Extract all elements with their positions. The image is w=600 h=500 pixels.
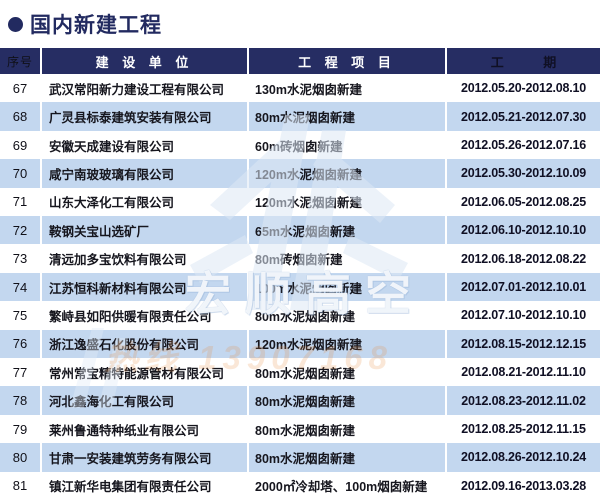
project-name: 120m水泥烟囱新建 <box>249 329 445 359</box>
page-title: 国内新建工程 <box>30 14 162 37</box>
project-period: 2012.06.18-2012.08.22 <box>460 251 587 266</box>
project-period: 2012.05.20-2012.08.10 <box>460 81 587 96</box>
table-row: 75 繁峙县如阳供暖有限责任公司 80m水泥烟囱新建 2012.07.10-20… <box>0 301 600 330</box>
project-period: 2012.08.23-2012.11.02 <box>447 386 600 415</box>
col-header-no: 序号 <box>0 48 40 74</box>
project-name: 80m水泥烟囱新建 <box>249 102 445 131</box>
row-number: 76 <box>0 329 40 359</box>
project-period: 2012.08.26-2012.10.24 <box>447 443 600 472</box>
row-number: 71 <box>12 194 28 210</box>
table-row: 70 咸宁南玻玻璃有限公司 120m水泥烟囱新建 2012.05.30-2012… <box>0 159 600 188</box>
company-name: 莱州鲁通特种纸业有限公司 <box>49 423 200 438</box>
company-name: 镇江新华电集团有限责任公司 <box>49 480 212 495</box>
col-header-period: 工 期 <box>447 48 600 74</box>
project-period: 2012.07.01-2012.10.01 <box>447 272 600 302</box>
project-period: 2012.08.21-2012.11.10 <box>461 365 586 380</box>
row-number: 69 <box>12 137 28 153</box>
table-row: 74 江苏恒科新材料有限公司 100m水泥烟囱新建 2012.07.01-201… <box>0 272 600 302</box>
company-name: 武汉常阳新力建设工程有限公司 <box>49 82 225 97</box>
table-row: 81 镇江新华电集团有限责任公司 2000㎡冷却塔、100m烟囱新建 2012.… <box>0 471 600 500</box>
table-row: 69 安徽天成建设有限公司 60m砖烟囱新建 2012.05.26-2012.0… <box>0 130 600 160</box>
row-number: 81 <box>12 478 28 494</box>
project-period: 2012.06.10-2012.10.10 <box>447 216 600 245</box>
row-number: 79 <box>12 421 28 437</box>
row-number: 72 <box>0 216 40 245</box>
company-name: 鞍钢关宝山选矿厂 <box>42 216 247 245</box>
company-name: 浙江逸盛石化股份有限公司 <box>42 329 247 359</box>
project-name: 60m砖烟囱新建 <box>255 139 343 154</box>
project-period: 2012.05.30-2012.10.09 <box>447 159 600 188</box>
table-row: 79 莱州鲁通特种纸业有限公司 80m水泥烟囱新建 2012.08.25-201… <box>0 414 600 444</box>
project-name: 80m水泥烟囱新建 <box>249 386 445 415</box>
project-name: 80m水泥烟囱新建 <box>255 366 356 381</box>
row-number: 80 <box>0 443 40 472</box>
col-header-project: 工 程 项 目 <box>249 48 445 74</box>
table-row: 80 甘肃一安装建筑劳务有限公司 80m水泥烟囱新建 2012.08.26-20… <box>0 443 600 472</box>
table-row: 67 武汉常阳新力建设工程有限公司 130m水泥烟囱新建 2012.05.20-… <box>0 74 600 103</box>
table-row: 78 河北鑫海化工有限公司 80m水泥烟囱新建 2012.08.23-2012.… <box>0 386 600 415</box>
company-name: 清远加多宝饮料有限公司 <box>49 253 187 268</box>
company-name: 繁峙县如阳供暖有限责任公司 <box>49 309 212 324</box>
project-name: 80m砖烟囱新建 <box>255 253 343 268</box>
title-bar: 国内新建工程 <box>0 0 600 48</box>
row-number: 78 <box>0 386 40 415</box>
bullet-icon <box>8 16 23 32</box>
project-name: 120m水泥烟囱新建 <box>249 159 445 188</box>
row-number: 73 <box>12 251 28 267</box>
row-number: 67 <box>12 80 28 96</box>
table-row: 76 浙江逸盛石化股份有限公司 120m水泥烟囱新建 2012.08.15-20… <box>0 329 600 359</box>
project-name: 120m水泥烟囱新建 <box>255 196 362 211</box>
row-number: 70 <box>0 159 40 188</box>
company-name: 甘肃一安装建筑劳务有限公司 <box>42 443 247 472</box>
project-period: 2012.07.10-2012.10.10 <box>460 308 587 323</box>
company-name: 常州常宝精特能源管材有限公司 <box>49 366 225 381</box>
company-name: 安徽天成建设有限公司 <box>49 139 175 154</box>
project-name: 65m水泥烟囱新建 <box>249 216 445 245</box>
company-name: 广灵县标泰建筑安装有限公司 <box>42 102 247 131</box>
project-name: 80m水泥烟囱新建 <box>255 423 356 438</box>
project-period: 2012.05.26-2012.07.16 <box>460 138 587 153</box>
table-row: 72 鞍钢关宝山选矿厂 65m水泥烟囱新建 2012.06.10-2012.10… <box>0 216 600 245</box>
company-name: 山东大泽化工有限公司 <box>49 196 175 211</box>
project-period: 2012.09.16-2013.03.28 <box>460 478 587 493</box>
table-header: 序号 建 设 单 位 工 程 项 目 工 期 <box>0 48 600 74</box>
project-name: 100m水泥烟囱新建 <box>249 272 445 302</box>
project-name: 80m水泥烟囱新建 <box>249 443 445 472</box>
table-row: 73 清远加多宝饮料有限公司 80m砖烟囱新建 2012.06.18-2012.… <box>0 244 600 273</box>
table-row: 71 山东大泽化工有限公司 120m水泥烟囱新建 2012.06.05-2012… <box>0 187 600 217</box>
project-period: 2012.08.25-2012.11.15 <box>461 422 586 437</box>
project-period: 2012.05.21-2012.07.30 <box>447 102 600 131</box>
col-header-company: 建 设 单 位 <box>42 48 247 74</box>
project-period: 2012.06.05-2012.08.25 <box>460 194 587 209</box>
row-number: 74 <box>0 272 40 302</box>
table-body: 67 武汉常阳新力建设工程有限公司 130m水泥烟囱新建 2012.05.20-… <box>0 74 600 500</box>
project-name: 2000㎡冷却塔、100m烟囱新建 <box>255 480 428 495</box>
company-name: 咸宁南玻玻璃有限公司 <box>42 159 247 188</box>
project-period: 2012.08.15-2012.12.15 <box>447 329 600 359</box>
row-number: 68 <box>0 102 40 131</box>
row-number: 77 <box>12 364 28 380</box>
table-row: 68 广灵县标泰建筑安装有限公司 80m水泥烟囱新建 2012.05.21-20… <box>0 102 600 131</box>
table-row: 77 常州常宝精特能源管材有限公司 80m水泥烟囱新建 2012.08.21-2… <box>0 358 600 387</box>
company-name: 河北鑫海化工有限公司 <box>42 386 247 415</box>
project-name: 80m水泥烟囱新建 <box>255 309 356 324</box>
project-name: 130m水泥烟囱新建 <box>255 82 362 97</box>
company-name: 江苏恒科新材料有限公司 <box>42 272 247 302</box>
row-number: 75 <box>12 307 28 323</box>
